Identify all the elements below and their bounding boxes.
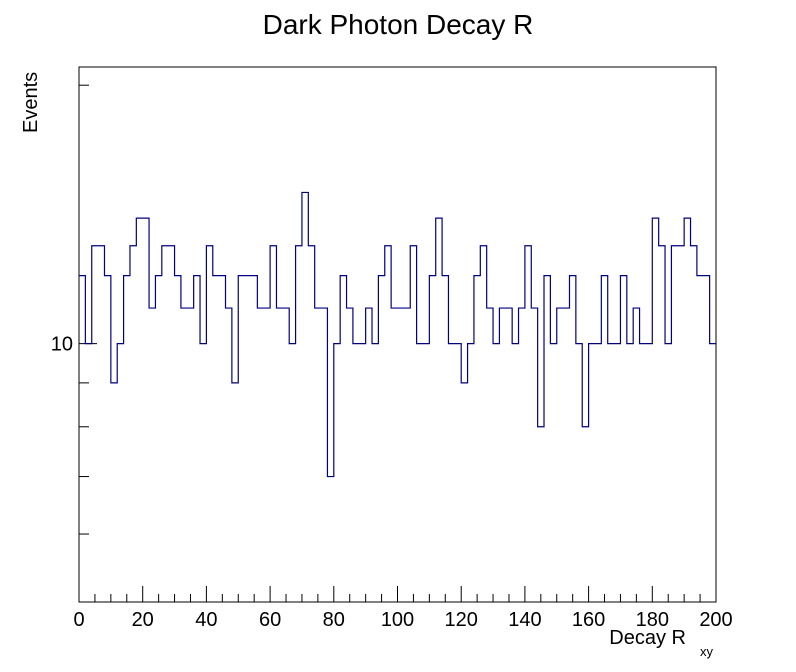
x-tick-label: 80 [323,609,345,631]
x-axis-label: Decay R xy [609,627,713,659]
x-tick-label: 0 [73,609,84,631]
x-axis-label-subscript: xy [700,644,714,659]
x-tick-label: 20 [132,609,154,631]
x-axis-label-main: Decay R [609,627,686,649]
axis-ticks [78,84,717,602]
x-tick-label: 180 [636,609,669,631]
chart-title: Dark Photon Decay R [263,9,534,40]
x-tick-label: 60 [259,609,281,631]
x-tick-label: 200 [699,609,732,631]
x-tick-label: 160 [572,609,605,631]
x-tick-label: 40 [195,609,217,631]
x-tick-labels: 0 20 40 60 80 100 120 140 160 180 200 [73,609,732,631]
x-tick-label: 120 [445,609,478,631]
histogram-series-line [79,191,716,478]
x-tick-label: 140 [508,609,541,631]
y-tick-labels: 10 [51,334,73,356]
x-tick-label: 100 [381,609,414,631]
y-axis-label: Events [20,72,42,133]
y-tick-label: 10 [51,334,73,356]
